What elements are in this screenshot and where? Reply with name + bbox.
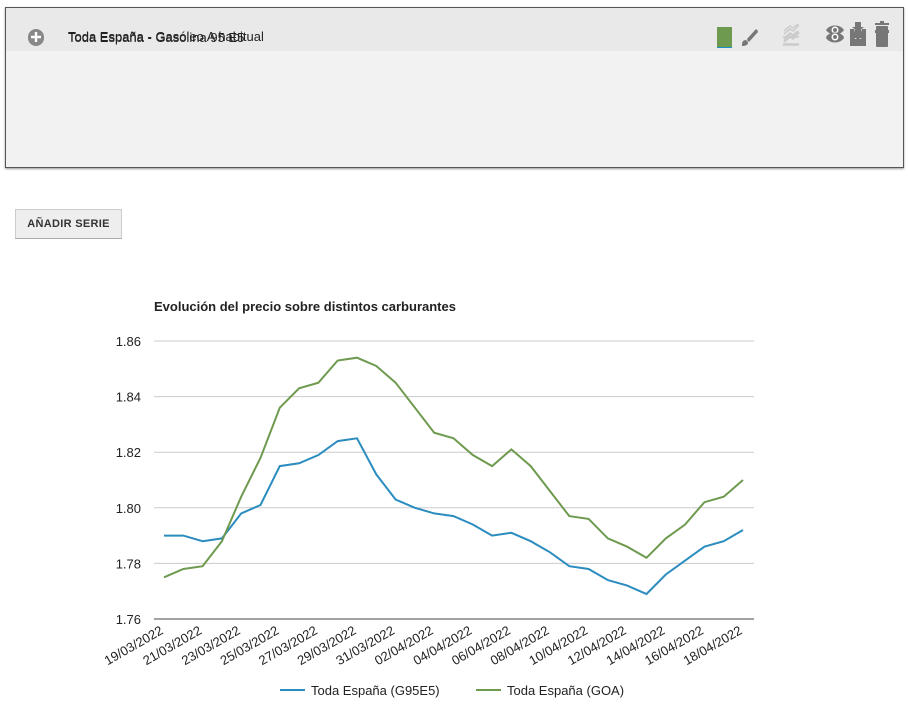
edit-color-button[interactable] bbox=[739, 27, 759, 47]
legend-label: Toda España (G95E5) bbox=[311, 683, 440, 698]
chart: Evolución del precio sobre distintos car… bbox=[102, 299, 754, 698]
series-row: Toda España - Gasóleo A habitual bbox=[6, 26, 903, 167]
series-line bbox=[164, 437, 744, 596]
download-button[interactable] bbox=[848, 27, 868, 47]
y-tick-label: 1.86 bbox=[116, 334, 141, 349]
series-label: Toda España - Gasolina 95 E5 bbox=[68, 29, 245, 45]
y-tick-label: 1.84 bbox=[116, 390, 141, 405]
chart-title: Evolución del precio sobre distintos car… bbox=[154, 299, 456, 314]
series-table: Toda España - Gasolina 95 E5 Toda España … bbox=[5, 7, 904, 168]
series-row: Toda España - Gasolina 95 E5 bbox=[6, 27, 903, 110]
y-tick-label: 1.82 bbox=[116, 445, 141, 460]
view-button[interactable] bbox=[825, 27, 845, 47]
delete-button[interactable] bbox=[872, 27, 892, 47]
chart-type-button bbox=[783, 29, 800, 45]
add-series-button[interactable]: AÑADIR SERIE bbox=[15, 209, 122, 239]
legend-label: Toda España (GOA) bbox=[507, 683, 624, 698]
series-color[interactable] bbox=[717, 26, 732, 47]
series-label: Toda España - Gasóleo A habitual bbox=[68, 28, 264, 44]
series-line bbox=[163, 356, 744, 579]
y-tick-label: 1.78 bbox=[116, 556, 141, 571]
y-tick-label: 1.80 bbox=[116, 501, 141, 516]
view-button[interactable] bbox=[825, 20, 845, 40]
y-tick-label: 1.76 bbox=[116, 612, 141, 627]
expand-button[interactable] bbox=[26, 27, 46, 47]
